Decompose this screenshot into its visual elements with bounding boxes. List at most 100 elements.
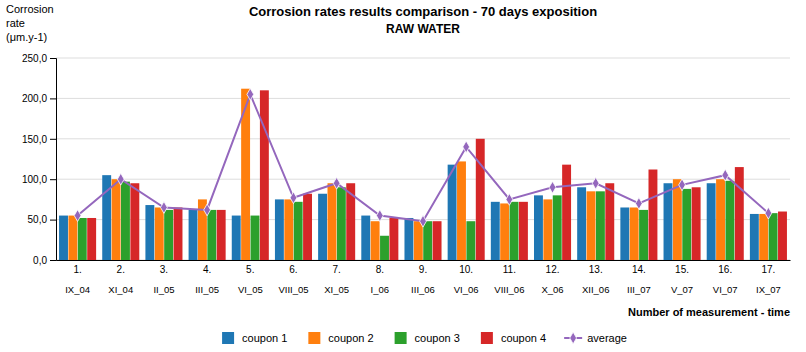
bar [251,216,260,260]
x-tick: 16.VI_07 [713,264,738,295]
bar [519,202,528,260]
marker [376,210,383,222]
y-tick: 0,0 [33,255,56,266]
y-tick: 50,0 [28,214,56,225]
bar [466,221,475,260]
bar [510,202,519,260]
y-axis-title: Corrosion [6,3,54,15]
bar [553,195,562,260]
bar [735,167,744,260]
marker [247,88,254,100]
y-axis: 0,0 50,0 100,0 150,0 200,0 250,0 [22,53,57,266]
bar-series [59,165,759,260]
x-tick: 6.VIII_05 [278,264,308,295]
x-tick-sublabel: VI_05 [238,284,263,295]
bar [275,199,284,260]
x-tick-sublabel: III_06 [411,284,435,295]
bar [648,170,657,260]
legend-swatch [308,332,320,344]
bar [155,207,164,260]
marker [74,210,81,222]
y-tick-label: 50,0 [28,214,48,225]
bar [630,207,639,260]
y-tick: 250,0 [22,53,56,64]
x-tick: 2.XI_04 [108,264,133,295]
x-tick-sublabel: III_05 [195,284,219,295]
bar [371,221,380,260]
y-tick-mark [50,260,56,261]
bar [682,189,691,260]
x-tick-label: 12. [546,264,560,275]
marker [765,207,772,219]
subtitle: RAW WATER [386,22,460,36]
bar [112,179,121,260]
marker [592,177,599,189]
x-tick-sublabel: II_05 [153,284,174,295]
plot: 0,050,0100,0150,0200,0250,01.IX_042.XI_0… [22,53,791,295]
bar [78,218,87,260]
bar [87,218,96,260]
bar [707,183,716,260]
legend-label: coupon 1 [242,332,287,344]
x-tick: 4.III_05 [195,264,219,295]
bar [759,214,768,260]
y-tick: 150,0 [22,134,56,145]
bar [423,221,432,260]
x-tick-sublabel: VI_06 [454,284,479,295]
x-tick-label: 5. [246,264,254,275]
bar [303,194,312,260]
bar [189,210,198,260]
bar [318,194,327,260]
legend-item: coupon 1 [222,332,287,344]
legend-item: coupon 4 [481,332,546,344]
y-tick: 200,0 [22,93,56,104]
y-tick-label: 100,0 [22,174,47,185]
x-axis: 1.IX_042.XI_043.II_054.III_055.VI_056.VI… [57,261,791,295]
x-tick-sublabel: XI_04 [108,284,133,295]
bar [164,210,173,260]
x-tick: 13.XII_06 [582,264,609,295]
bar [769,213,778,260]
bar [380,236,389,260]
title: Corrosion rates results comparison - 70 … [249,4,597,19]
x-tick-label: 7. [332,264,340,275]
bar [130,183,139,260]
bar [534,195,543,260]
bar [217,210,226,260]
bar [639,210,648,260]
y-tick-label: 250,0 [22,53,47,64]
grid-line [56,58,790,59]
x-tick-label: 9. [419,264,427,275]
x-tick: 5. VI_05 [238,264,263,295]
bar [500,203,509,260]
legend-item: coupon 2 [308,332,373,344]
bar [404,218,413,260]
x-tick-label: 1. [73,264,81,275]
legend-item: coupon 3 [395,332,460,344]
x-tick: 15.V_07 [671,264,693,295]
y-tick-mark [50,98,56,99]
bar [328,183,337,260]
x-tick: 7.XI_05 [324,264,349,295]
x-tick-label: 8. [376,264,384,275]
x-tick: 3.II_05 [153,264,174,295]
bar [433,221,442,260]
bar [284,199,293,260]
bar [59,216,68,260]
y-tick: 100,0 [22,174,56,185]
grid [56,58,790,260]
x-tick: 10.VI_06 [454,264,479,295]
y-tick-label: 200,0 [22,93,47,104]
marker [333,177,340,189]
x-tick-sublabel: VIII_06 [494,284,524,295]
x-tick: 9. III_06 [411,264,435,295]
bar-series [78,181,778,260]
x-tick-sublabel: IX_07 [756,284,781,295]
y-axis-title: (μm.y-1) [6,31,47,43]
legend-label: average [587,332,627,344]
legend-marker [570,332,577,344]
bar [778,212,787,260]
x-tick-label: 16. [718,264,732,275]
x-tick-sublabel: VIII_05 [278,284,308,295]
marker [722,169,729,181]
